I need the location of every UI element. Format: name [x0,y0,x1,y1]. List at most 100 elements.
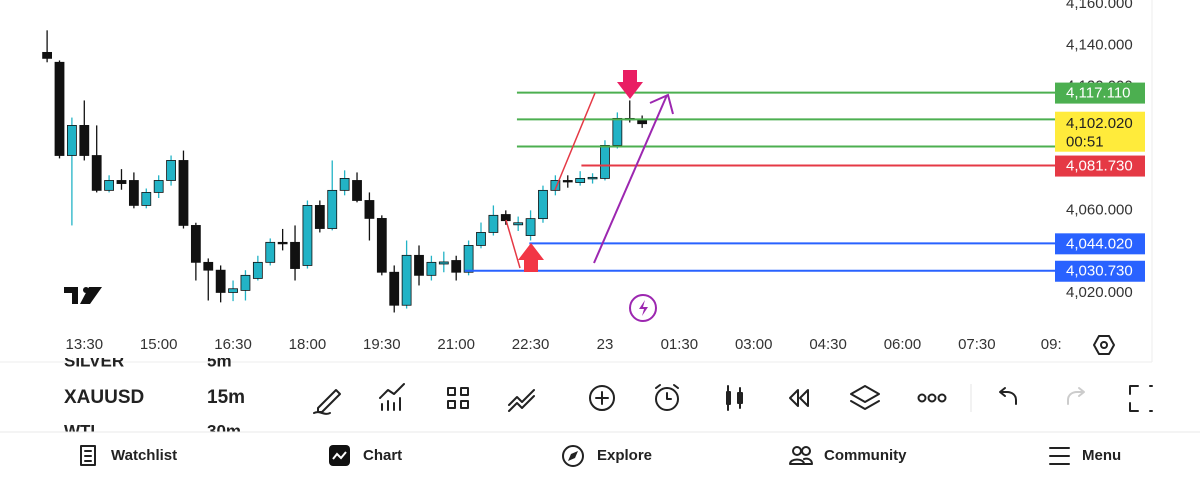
explore-icon[interactable] [562,445,584,467]
candle-body [587,176,598,180]
candle-body [240,274,251,291]
candle-body [166,160,176,181]
explore-needle [568,451,578,461]
candle-body [575,178,586,183]
toolbar: SILVER 5m XAUUSD 15m WTI 30m [64,351,1153,440]
candles-icon[interactable] [726,385,743,411]
settings-icon[interactable] [1093,335,1115,355]
event-bolt [639,300,648,316]
candle-body [476,232,486,246]
watchlist-icon[interactable] [80,445,96,466]
candle-body [637,120,648,125]
event-icon[interactable] [629,294,657,322]
templates-icon[interactable] [447,387,469,409]
level-label-box [1055,260,1145,282]
candle-body [314,205,325,229]
compare-icon[interactable] [508,389,535,412]
candle-body [414,254,424,276]
candle-body [600,145,610,179]
up-arrow [518,243,544,272]
level-label-box [1055,82,1145,104]
x-tick-label: 15:00 [140,336,178,353]
candle-body [104,180,114,191]
candle-body [42,51,53,59]
interval[interactable]: 15m [207,387,245,408]
y-tick-label: 4,140.000 [1066,36,1133,53]
tv-logo-dot [83,287,89,293]
level-label-box [1055,155,1145,177]
undo-icon[interactable] [999,387,1017,405]
arrow-head [649,93,674,115]
settings-icon-dot [1100,341,1108,349]
indicators-icon[interactable] [379,383,405,411]
interval-next[interactable]: 30m [207,421,241,440]
trend-line [554,92,596,191]
x-tick-label: 09: [1041,336,1062,353]
candle-body [401,254,412,306]
drawings [64,70,1115,355]
menu-icon[interactable] [1049,447,1070,465]
candle-body [252,261,263,279]
candle-body [426,261,437,276]
candle-body [302,205,313,266]
candle-body [538,189,548,220]
chart[interactable]: 4,160.0004,140.0004,120.0004,060.0004,02… [42,0,1145,353]
last-price-label: 4,102.020 [1066,115,1133,132]
candle-body [141,192,152,206]
chart-icon-line [332,451,347,460]
candle-body [352,180,362,201]
candle-body [178,160,189,226]
fullscreen-icon[interactable] [1129,385,1153,412]
countdown: 00:51 [1066,134,1104,151]
candle-body [389,271,400,306]
add-icon[interactable] [589,385,615,411]
x-tick-label: 06:00 [884,336,922,353]
candle-body [451,260,462,273]
candle-body [190,225,201,263]
x-tick-label: 21:00 [437,336,475,353]
y-tick-label: 4,060.000 [1066,201,1133,218]
interval-prev[interactable]: 5m [207,351,232,370]
redo-icon[interactable] [1067,387,1085,405]
level-label-box [1055,233,1145,255]
nav-item[interactable]: Explore [597,447,652,464]
symbol-next[interactable]: WTI [64,421,95,440]
candle-body [500,214,511,222]
layers-icon[interactable] [850,385,880,410]
candle-body [215,269,226,293]
x-tick-label: 22:30 [512,336,550,353]
x-tick-label: 16:30 [214,336,252,353]
candle-body [91,155,102,191]
candle-body [463,245,474,273]
add-icon-plus [595,391,609,405]
y-tick-label: 4,020.000 [1066,284,1133,301]
replay-icon[interactable] [789,389,809,407]
alert-icon[interactable] [655,387,679,411]
symbol[interactable]: XAUUSD [64,387,144,408]
candle-body [339,178,350,191]
alert-icon-hands [655,384,679,400]
draw-icon[interactable] [313,389,341,415]
nav-item[interactable]: Menu [1082,447,1121,464]
x-tick-label: 03:00 [735,336,773,353]
candle-body [327,189,338,229]
arrow-line [593,94,668,264]
tv-logo [64,287,102,304]
candle-body [438,261,449,265]
more-icon [927,393,937,403]
candle-body [54,61,65,156]
down-arrow [617,70,643,99]
x-tick-label: 01:30 [661,336,699,353]
nav-item[interactable]: Chart [363,447,402,464]
bottom-nav: Watchlist Chart Explore Community Menu [80,445,1121,467]
x-tick-label: 04:30 [809,336,847,353]
candle-body [612,117,623,146]
more-icon[interactable] [917,393,927,403]
nav-item[interactable]: Watchlist [111,447,177,464]
nav-item[interactable]: Community [824,447,907,464]
symbol-prev[interactable]: SILVER [64,351,124,370]
x-tick-label: 13:30 [66,336,104,353]
y-tick-label: 4,160.000 [1066,0,1133,12]
candle-body [376,218,387,273]
community-icon [801,446,811,456]
